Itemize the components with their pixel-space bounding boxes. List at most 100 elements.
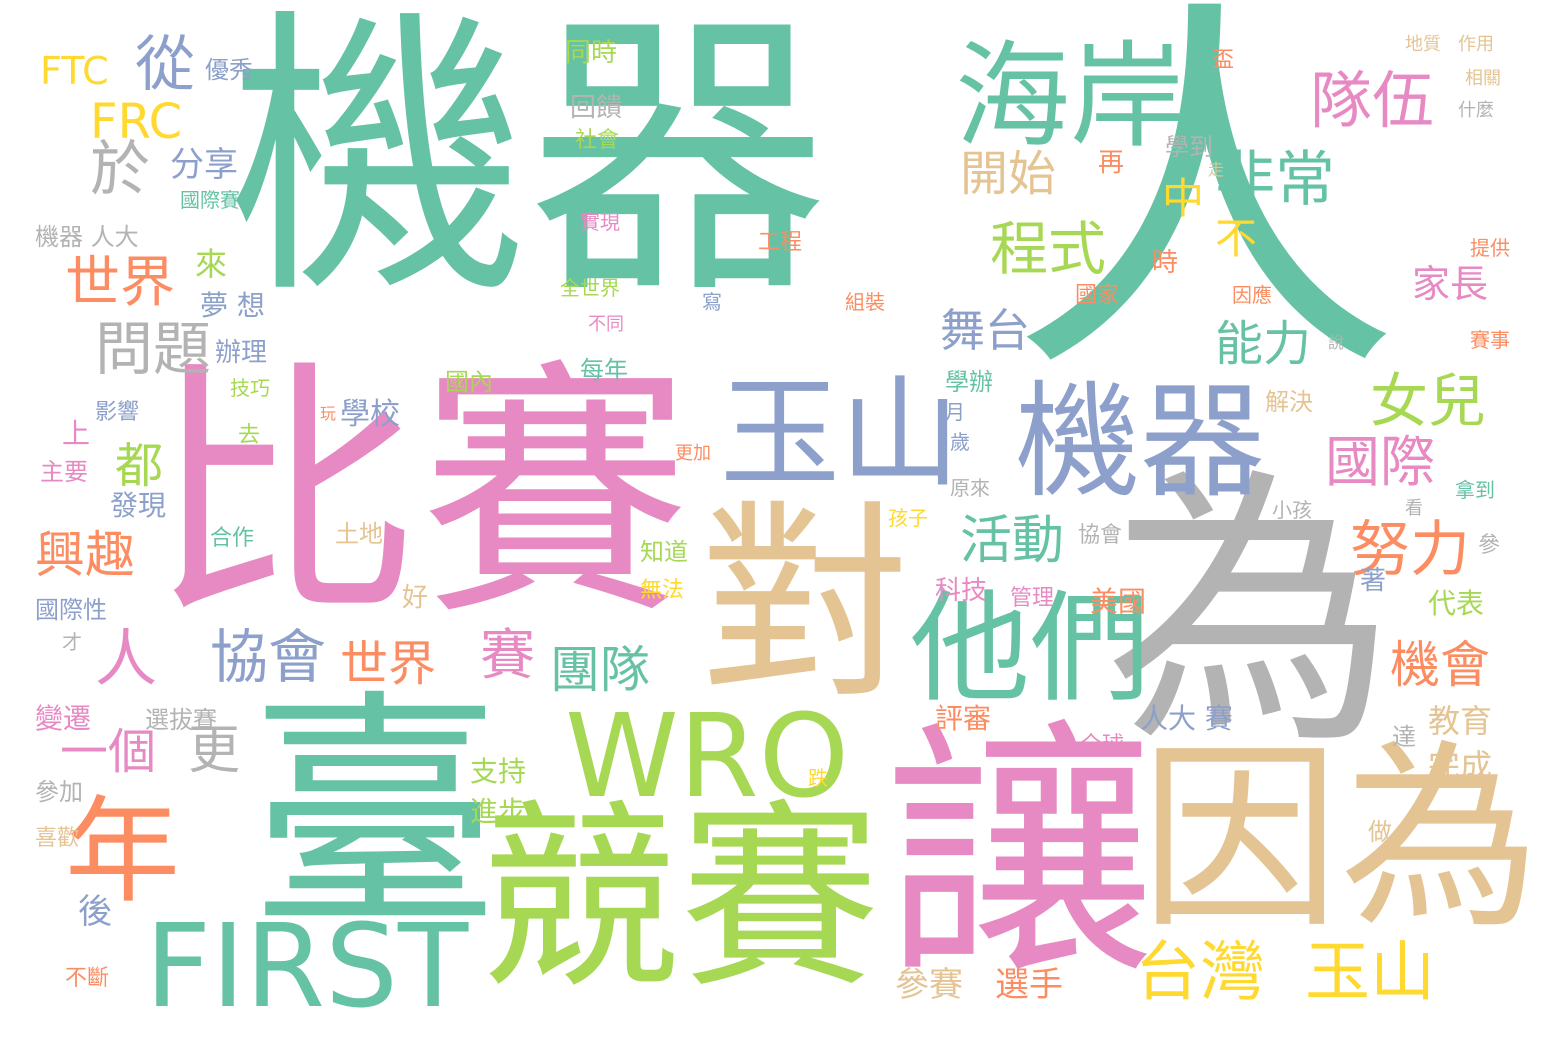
word: 不同 [588,316,624,334]
word: FIRST [145,910,468,1025]
word: 國際性 [35,598,107,622]
word: 玉山 [1305,940,1435,1005]
word: 夢 想 [200,292,265,320]
word: 合作 [210,528,254,550]
word: FTC [40,52,109,90]
word: 人大 賽 [1140,705,1233,733]
word: 人 [95,628,157,690]
word: 機會 [1390,640,1490,690]
word: 每年 [580,358,628,382]
word: 國際賽 [180,190,240,210]
word: 學辦 [945,370,993,394]
word: 回饋 [570,95,622,121]
word: 全球 [1080,735,1124,757]
word: 上 [62,420,90,448]
word: 選手 [995,968,1063,1002]
word: 一個 [60,728,156,776]
word: 機器 [228,10,828,310]
word: 機器 人大 [35,225,139,249]
word: 辦理 [215,340,267,366]
word: 海岸 [955,40,1185,155]
word: 中 [1162,178,1204,220]
word: 盃 [1212,50,1234,72]
word: 去 [238,425,260,447]
word: 說 [1328,335,1344,351]
word: 問題 [95,320,211,378]
word: 完成 [1428,750,1492,782]
word: 支持 [470,758,526,786]
word: 選拔賽 [145,708,217,732]
word: 賽事 [1470,330,1510,350]
word: 小孩 [1272,500,1312,520]
word: 興趣 [35,530,135,580]
word: 全世界 [560,278,620,298]
word: 社會 [575,130,619,152]
word: 看 [1405,500,1423,518]
word: WRO [565,700,849,815]
word: 科技 [935,578,987,604]
word: 著 [1360,568,1386,594]
word: 都 [115,442,163,490]
word: 才 [62,632,82,652]
word: 做 [1368,820,1392,844]
word: 組裝 [845,292,885,312]
word: 再 [1098,150,1124,176]
word: 參加 [35,780,83,804]
word: 拿到 [1455,480,1495,500]
word: 時 [1152,250,1178,276]
word: 因應 [1232,285,1272,305]
word: 作用 [1458,36,1494,54]
word: 非常 [1215,150,1335,210]
word: 美國 [1090,588,1146,616]
word: 能力 [1215,320,1311,368]
word: 台灣 [1135,940,1265,1005]
word: 玉山 [720,375,960,495]
word: 寫 [702,292,722,312]
word: 國內 [445,370,493,394]
word: 隊伍 [1310,70,1434,132]
word: 發現 [110,492,166,520]
word: 舞台 [940,308,1030,353]
word: 達 [1392,725,1416,749]
word: 管理 [1010,588,1054,610]
word: 程式 [990,220,1106,278]
word: 孩子 [888,508,928,528]
word: FRC [90,98,182,146]
word: 活動 [960,515,1064,567]
word: 變遷 [35,705,91,733]
word: 知道 [640,540,688,564]
word: 跌 [808,768,828,788]
word: 參賽 [895,968,963,1002]
word: 無法 [640,580,684,602]
word: 開始 [960,150,1056,198]
word: 解決 [1265,390,1313,414]
word: 實現 [580,212,620,232]
word: 好 [402,585,428,611]
word: 協會 [210,628,326,686]
word: 評審 [935,705,991,733]
word: 月 [945,402,965,422]
word: 原來 [950,478,990,498]
word: 優秀 [205,58,253,82]
word: 家長 [1412,265,1488,303]
word: 喜歡 [35,828,79,850]
word: 國際 [1325,435,1435,490]
word: 技巧 [230,378,270,398]
word: 玩 [320,406,336,422]
word: 國家 [1075,285,1119,307]
word: 代表 [1428,590,1484,618]
word: 提供 [1470,238,1510,258]
word: 土地 [335,522,383,546]
word: 後 [78,895,112,929]
word: 競賽 [480,800,880,1000]
word: 分享 [170,148,238,182]
word: 地質 [1405,36,1441,54]
word: 教育 [1428,705,1492,737]
word: 不 [1215,218,1257,260]
word: 工程 [758,232,802,254]
word: 進步 [470,798,526,826]
word: 相關 [1465,70,1501,88]
word: 來 [195,248,227,280]
word: 從 [135,35,195,95]
